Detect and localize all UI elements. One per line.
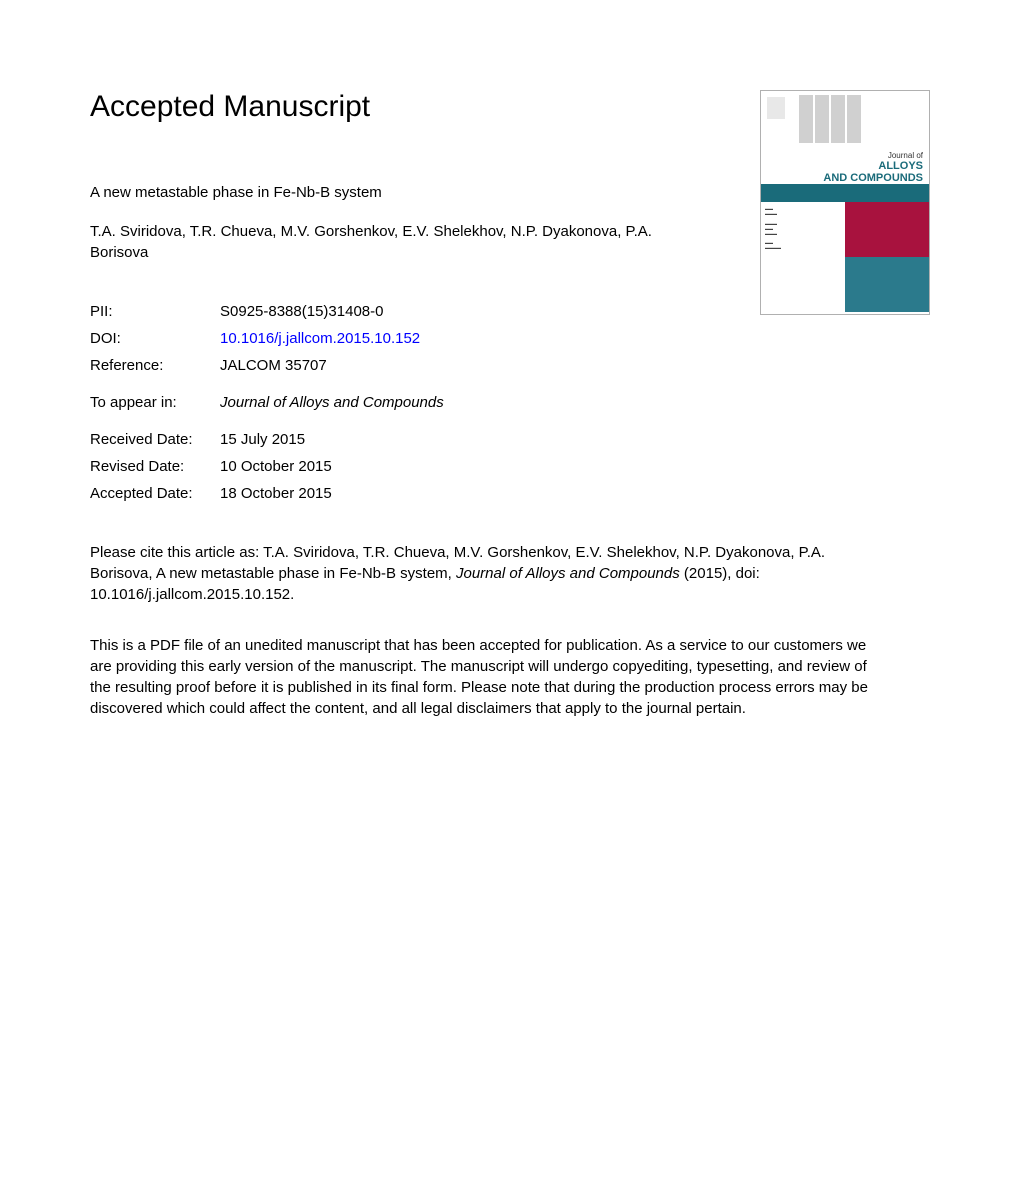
accepted-value: 18 October 2015 [220,485,332,502]
appear-label: To appear in: [90,394,220,411]
pii-label: PII: [90,303,220,320]
journal-cover-thumbnail: Journal of ALLOYS AND COMPOUNDS ▬▬▬▬▬ ▬▬… [760,90,930,315]
reference-value: JALCOM 35707 [220,357,327,374]
cover-body: ▬▬▬▬▬ ▬▬▬▬▬▬▬▬ ▬▬▬▬▬▬ [761,202,929,312]
doi-label: DOI: [90,330,220,347]
meta-row-accepted: Accepted Date: 18 October 2015 [90,485,930,502]
revised-value: 10 October 2015 [220,458,332,475]
reference-label: Reference: [90,357,220,374]
accepted-label: Accepted Date: [90,485,220,502]
doi-link[interactable]: 10.1016/j.jallcom.2015.10.152 [220,330,420,347]
meta-row-doi: DOI: 10.1016/j.jallcom.2015.10.152 [90,330,930,347]
received-label: Received Date: [90,431,220,448]
meta-row-revised: Revised Date: 10 October 2015 [90,458,930,475]
elsevier-logo-icon [767,97,785,119]
revised-label: Revised Date: [90,458,220,475]
cover-journal-of: Journal of [761,149,929,160]
citation-journal: Journal of Alloys and Compounds [456,565,680,582]
disclaimer-text: This is a PDF file of an unedited manusc… [90,635,880,719]
cover-header [761,91,929,149]
appear-value: Journal of Alloys and Compounds [220,394,444,411]
cover-teal-block [845,257,929,312]
cover-journal-name-line1: ALLOYS [761,160,929,172]
citation-text: Please cite this article as: T.A. Svirid… [90,542,850,605]
metadata-table: PII: S0925-8388(15)31408-0 DOI: 10.1016/… [90,303,930,502]
cover-journal-name-line2: AND COMPOUNDS [761,172,929,184]
cover-maroon-block [845,202,929,257]
pii-value: S0925-8388(15)31408-0 [220,303,383,320]
cover-body-left: ▬▬▬▬▬ ▬▬▬▬▬▬▬▬ ▬▬▬▬▬▬ [761,202,845,312]
page-container: Accepted Manuscript Journal of ALLOYS AN… [0,0,1020,809]
received-value: 15 July 2015 [220,431,305,448]
meta-row-appear: To appear in: Journal of Alloys and Comp… [90,394,930,411]
article-authors: T.A. Sviridova, T.R. Chueva, M.V. Gorshe… [90,221,710,263]
cover-body-right [845,202,929,312]
meta-row-reference: Reference: JALCOM 35707 [90,357,930,374]
cover-decorative-bars [799,95,861,143]
meta-row-received: Received Date: 15 July 2015 [90,431,930,448]
cover-subtitle-band [761,184,929,202]
